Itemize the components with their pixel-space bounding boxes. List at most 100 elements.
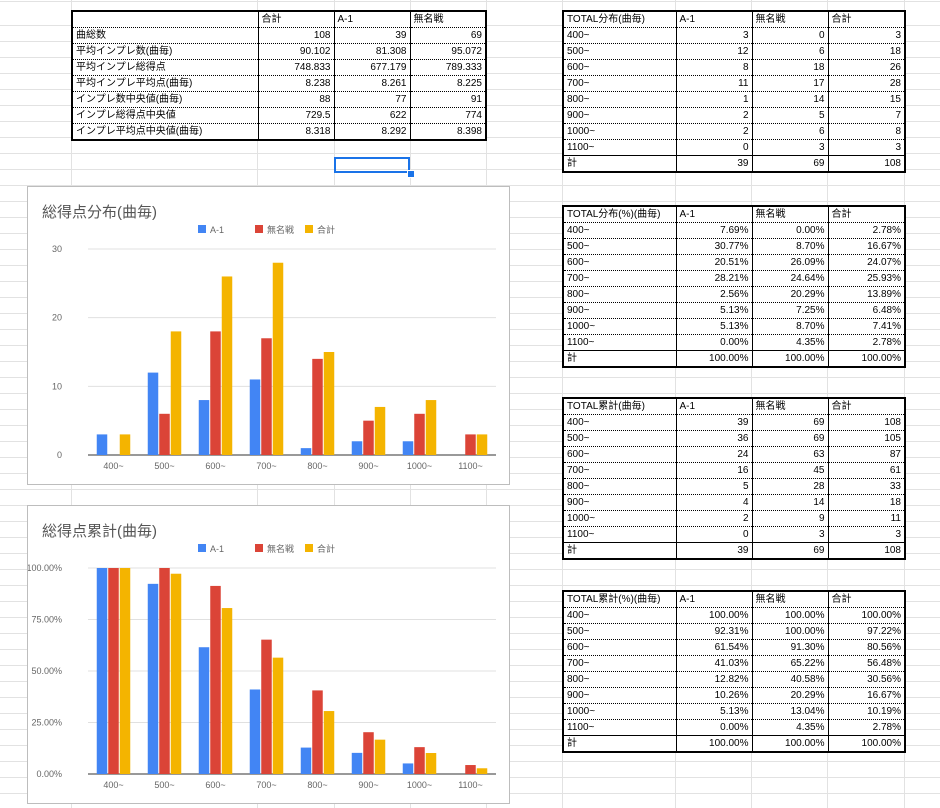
value-cell[interactable]: 4.35%	[752, 719, 829, 736]
value-cell[interactable]: 15	[828, 91, 906, 108]
value-cell[interactable]: 16	[676, 462, 753, 479]
value-cell[interactable]: 0.00%	[676, 334, 753, 351]
row-label-cell[interactable]: 800~	[563, 478, 677, 495]
bar-合計-500~[interactable]	[170, 573, 182, 774]
value-cell[interactable]: 3	[828, 139, 906, 156]
bar-A-1-700~[interactable]	[249, 689, 261, 774]
row-label-cell[interactable]: 1000~	[563, 123, 677, 140]
bar-合計-700~[interactable]	[272, 262, 284, 455]
value-cell[interactable]: 28	[752, 478, 829, 495]
header-cell[interactable]: 合計	[828, 591, 906, 608]
header-cell[interactable]: TOTAL分布(曲毎)	[563, 11, 677, 28]
value-cell[interactable]: 16.67%	[828, 687, 906, 704]
header-cell[interactable]: 合計	[828, 11, 906, 28]
bar-合計-800~[interactable]	[323, 352, 335, 455]
value-cell[interactable]: 2	[676, 107, 753, 124]
value-cell[interactable]: 1	[676, 91, 753, 108]
value-cell[interactable]: 92.31%	[676, 623, 753, 640]
value-cell[interactable]: 65.22%	[752, 655, 829, 672]
value-cell[interactable]: 11	[828, 510, 906, 527]
distribution-chart[interactable]: 総得点分布(曲毎) 0 10 20 30 400~ 500~ 600~ 700~ 800~ 900…	[27, 186, 510, 485]
row-label-cell[interactable]: 平均インプレ数(曲毎)	[72, 43, 259, 60]
value-cell[interactable]: 100.00%	[676, 735, 753, 752]
bar-A-1-900~[interactable]	[351, 752, 363, 774]
value-cell[interactable]: 8.398	[410, 123, 487, 140]
value-cell[interactable]: 39	[676, 542, 753, 559]
value-cell[interactable]: 100.00%	[752, 735, 829, 752]
bar-無名戦-600~[interactable]	[210, 331, 221, 455]
value-cell[interactable]: 28	[828, 75, 906, 92]
header-cell[interactable]: 無名戦	[752, 11, 829, 28]
bar-無名戦-600~[interactable]	[210, 585, 221, 774]
value-cell[interactable]: 16.67%	[828, 238, 906, 255]
row-label-cell[interactable]: 400~	[563, 414, 677, 431]
bar-合計-600~[interactable]	[221, 276, 233, 455]
row-label-cell[interactable]: 1100~	[563, 719, 677, 736]
value-cell[interactable]: 41.03%	[676, 655, 753, 672]
value-cell[interactable]: 13.89%	[828, 286, 906, 303]
value-cell[interactable]: 69	[752, 430, 829, 447]
value-cell[interactable]: 8.225	[410, 75, 487, 92]
value-cell[interactable]: 2	[676, 510, 753, 527]
value-cell[interactable]: 3	[676, 27, 753, 44]
bar-合計-1100~[interactable]	[476, 768, 488, 774]
value-cell[interactable]: 26	[828, 59, 906, 76]
row-label-cell[interactable]: 計	[563, 155, 677, 172]
bar-合計-800~[interactable]	[323, 711, 335, 774]
fill-handle[interactable]	[407, 170, 415, 178]
row-label-cell[interactable]: 700~	[563, 270, 677, 287]
bar-A-1-400~[interactable]	[96, 568, 108, 774]
header-cell[interactable]: 合計	[258, 11, 335, 28]
value-cell[interactable]: 105	[828, 430, 906, 447]
value-cell[interactable]: 8.70%	[752, 238, 829, 255]
bar-合計-600~[interactable]	[221, 608, 233, 774]
value-cell[interactable]: 108	[828, 542, 906, 559]
value-cell[interactable]: 6.48%	[828, 302, 906, 319]
header-cell[interactable]	[72, 11, 259, 28]
value-cell[interactable]: 8	[676, 59, 753, 76]
selected-cell[interactable]	[334, 157, 410, 173]
value-cell[interactable]: 100.00%	[828, 607, 906, 624]
value-cell[interactable]: 30.77%	[676, 238, 753, 255]
value-cell[interactable]: 622	[334, 107, 411, 124]
bar-無名戦-400~[interactable]	[108, 568, 119, 774]
bar-A-1-600~[interactable]	[198, 647, 210, 774]
row-label-cell[interactable]: インプレ総得点中央値	[72, 107, 259, 124]
row-label-cell[interactable]: 400~	[563, 222, 677, 239]
value-cell[interactable]: 2.56%	[676, 286, 753, 303]
value-cell[interactable]: 39	[334, 27, 411, 44]
row-label-cell[interactable]: 計	[563, 542, 677, 559]
value-cell[interactable]: 87	[828, 446, 906, 463]
row-label-cell[interactable]: 800~	[563, 91, 677, 108]
row-label-cell[interactable]: 1100~	[563, 334, 677, 351]
row-label-cell[interactable]: 700~	[563, 655, 677, 672]
value-cell[interactable]: 774	[410, 107, 487, 124]
row-label-cell[interactable]: インプレ平均点中央値(曲毎)	[72, 123, 259, 140]
value-cell[interactable]: 24.07%	[828, 254, 906, 271]
value-cell[interactable]: 789.333	[410, 59, 487, 76]
value-cell[interactable]: 36	[676, 430, 753, 447]
value-cell[interactable]: 20.29%	[752, 286, 829, 303]
bar-合計-500~[interactable]	[170, 331, 182, 455]
value-cell[interactable]: 88	[258, 91, 335, 108]
value-cell[interactable]: 30.56%	[828, 671, 906, 688]
row-label-cell[interactable]: 1000~	[563, 510, 677, 527]
value-cell[interactable]: 7	[828, 107, 906, 124]
value-cell[interactable]: 108	[828, 414, 906, 431]
bar-無名戦-1100~[interactable]	[465, 434, 476, 455]
bar-A-1-900~[interactable]	[351, 441, 363, 455]
header-cell[interactable]: TOTAL累計(曲毎)	[563, 398, 677, 415]
value-cell[interactable]: 12.82%	[676, 671, 753, 688]
row-label-cell[interactable]: 計	[563, 735, 677, 752]
value-cell[interactable]: 5.13%	[676, 302, 753, 319]
row-label-cell[interactable]: 400~	[563, 607, 677, 624]
bar-A-1-800~[interactable]	[300, 448, 312, 455]
value-cell[interactable]: 7.41%	[828, 318, 906, 335]
value-cell[interactable]: 95.072	[410, 43, 487, 60]
value-cell[interactable]: 0	[676, 526, 753, 543]
row-label-cell[interactable]: 700~	[563, 75, 677, 92]
bar-A-1-600~[interactable]	[198, 400, 210, 455]
value-cell[interactable]: 5	[676, 478, 753, 495]
value-cell[interactable]: 100.00%	[752, 623, 829, 640]
value-cell[interactable]: 6	[752, 43, 829, 60]
